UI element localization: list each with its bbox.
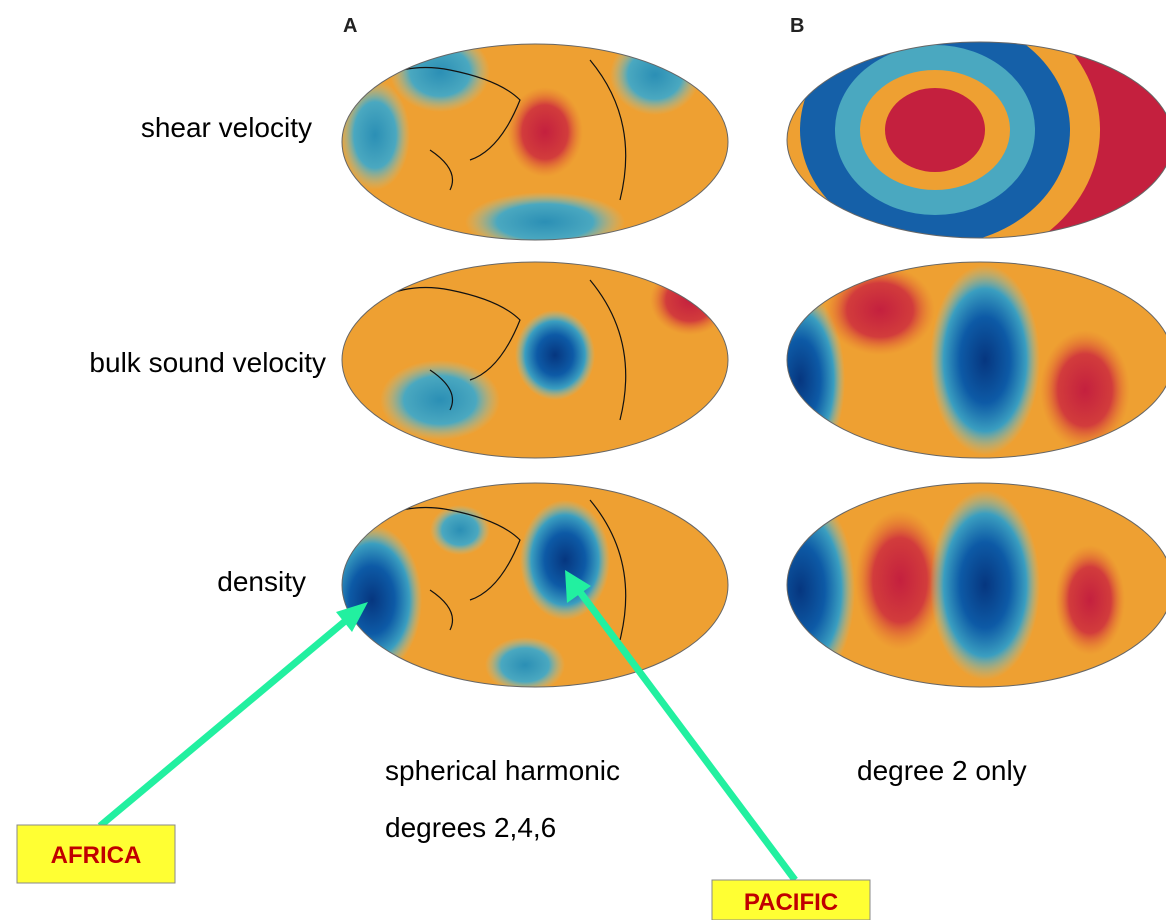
caption: spherical harmonic — [385, 755, 620, 786]
panel-label: A — [343, 15, 357, 37]
caption: degree 2 only — [857, 755, 1027, 786]
figure: A B shear velocity bulk sound velocity d… — [0, 0, 1166, 920]
callout: PACIFIC — [744, 889, 838, 916]
map — [340, 260, 730, 460]
caption: degrees 2,4,6 — [385, 812, 556, 843]
map — [745, 480, 1166, 690]
callout: AFRICA — [51, 842, 142, 869]
panel-label: B — [790, 15, 804, 37]
arrow — [100, 602, 368, 826]
map — [755, 260, 1166, 470]
map — [770, 0, 1166, 270]
row-label: shear velocity — [141, 112, 312, 143]
map — [340, 32, 730, 252]
row-label: density — [217, 566, 306, 597]
row-label: bulk sound velocity — [89, 347, 326, 378]
